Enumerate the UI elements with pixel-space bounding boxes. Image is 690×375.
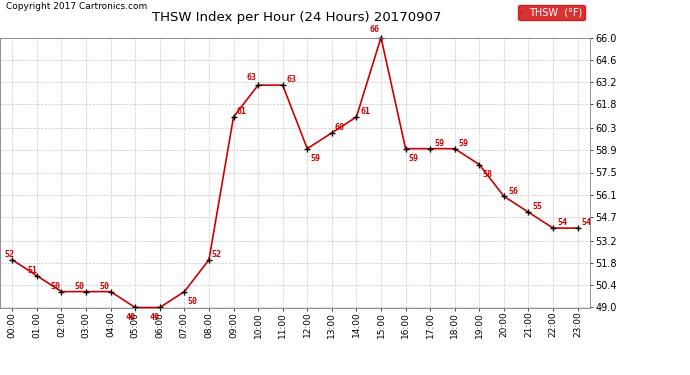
Text: 50: 50 bbox=[75, 282, 85, 291]
Text: 52: 52 bbox=[4, 250, 14, 259]
Text: 58: 58 bbox=[482, 170, 492, 179]
Text: 66: 66 bbox=[370, 25, 380, 34]
Text: 59: 59 bbox=[408, 154, 418, 163]
Text: 54: 54 bbox=[582, 218, 592, 227]
Text: 59: 59 bbox=[459, 139, 469, 148]
Text: Copyright 2017 Cartronics.com: Copyright 2017 Cartronics.com bbox=[6, 2, 147, 10]
Text: 61: 61 bbox=[361, 107, 371, 116]
Text: 60: 60 bbox=[335, 123, 344, 132]
Text: 54: 54 bbox=[558, 218, 567, 227]
Text: 50: 50 bbox=[99, 282, 110, 291]
Text: 52: 52 bbox=[212, 250, 221, 259]
Text: 63: 63 bbox=[247, 73, 257, 82]
Text: 63: 63 bbox=[287, 75, 297, 84]
Text: 49: 49 bbox=[126, 313, 135, 322]
Text: 56: 56 bbox=[508, 186, 518, 195]
Text: 50: 50 bbox=[50, 282, 60, 291]
Text: 61: 61 bbox=[236, 107, 246, 116]
Legend: THSW  (°F): THSW (°F) bbox=[518, 4, 585, 20]
Text: 59: 59 bbox=[310, 154, 320, 163]
Text: 55: 55 bbox=[533, 202, 542, 211]
Text: THSW Index per Hour (24 Hours) 20170907: THSW Index per Hour (24 Hours) 20170907 bbox=[152, 11, 442, 24]
Text: 49: 49 bbox=[150, 313, 160, 322]
Text: 50: 50 bbox=[187, 297, 197, 306]
Text: 51: 51 bbox=[27, 266, 37, 275]
Text: 59: 59 bbox=[434, 139, 444, 148]
